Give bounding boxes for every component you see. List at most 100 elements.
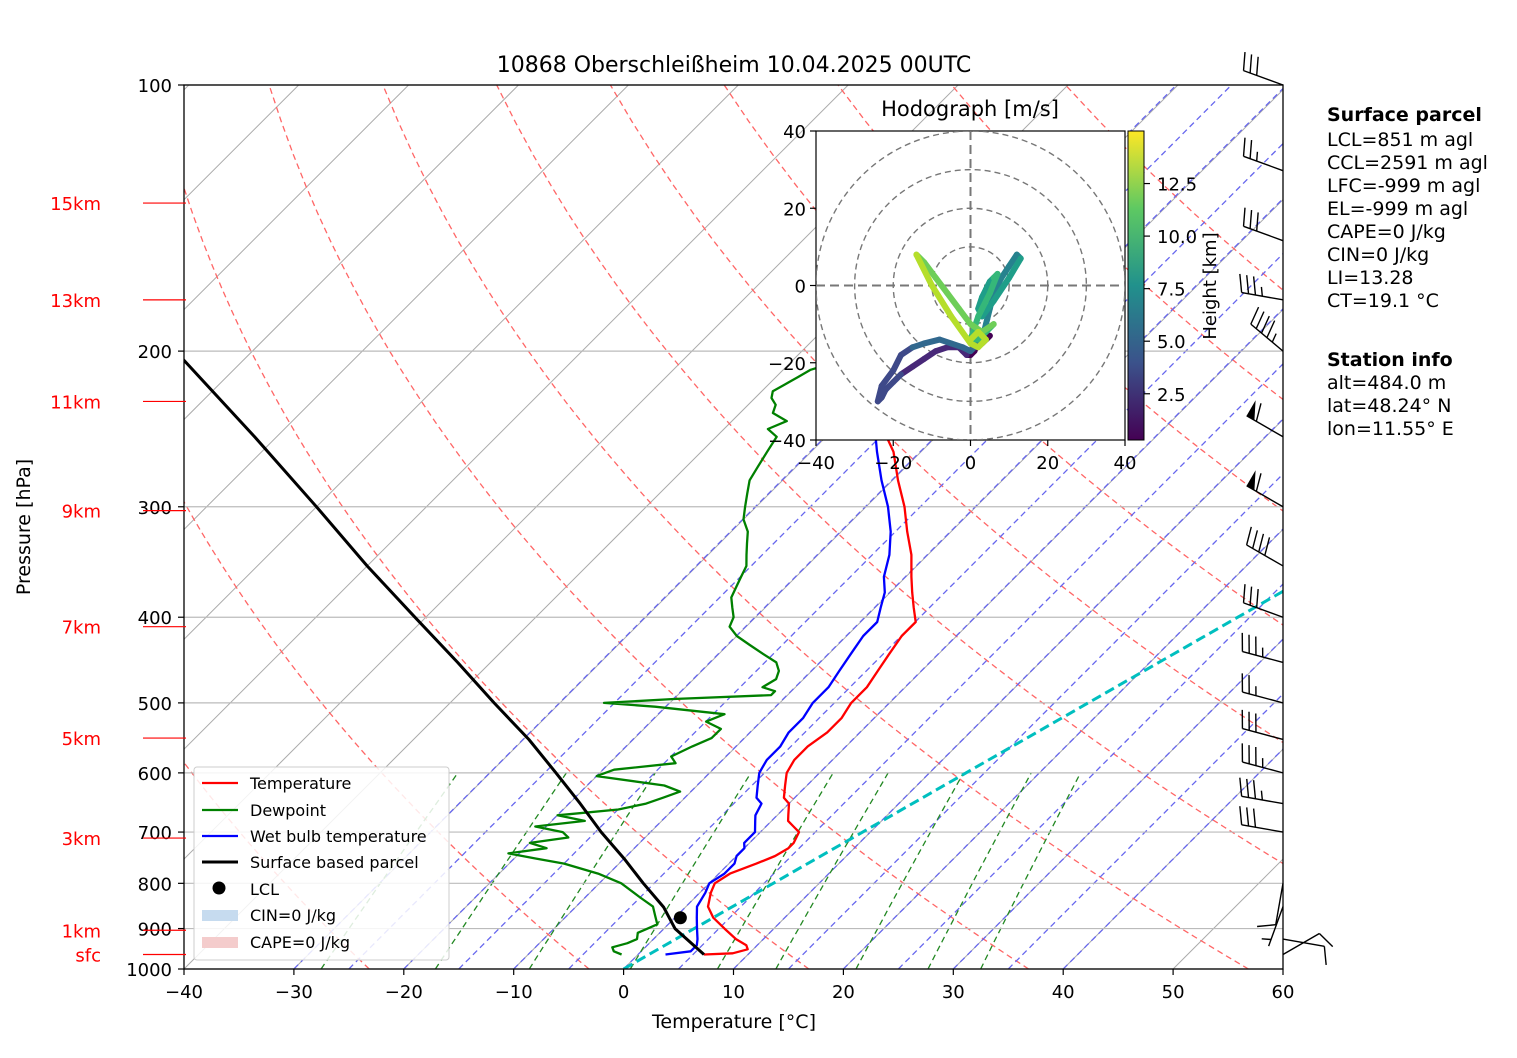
legend-swatch-cin [202,910,238,921]
wind-barb [1244,138,1283,171]
wind-barb-full [1250,54,1251,73]
wind-barb-half [1272,334,1276,343]
surface-parcel-cape: CAPE=0 J/kg [1327,221,1446,243]
wind-barb [1244,52,1283,85]
wind-barb-full [1257,925,1276,927]
height-label: sfc [75,946,101,967]
wind-barb-full [1254,809,1256,828]
wind-barb-full [1244,52,1245,71]
x-tick-label: −20 [385,982,423,1003]
legend-swatch-cape [202,937,238,948]
x-tick-label: −40 [165,982,203,1003]
wind-barb [1242,633,1283,663]
wind-barb-full [1256,403,1261,421]
legend-label-cin: CIN=0 J/kg [250,906,336,925]
height-label: 9km [62,502,101,523]
x-tick-label: 60 [1272,982,1295,1003]
legend-label-parcel: Surface based parcel [250,853,419,872]
wind-barb-full [1247,275,1249,294]
hodograph-y-label: −40 [768,431,806,452]
station-latitude: lat=48.24° N [1327,395,1451,417]
wind-barb [1247,470,1283,507]
x-tick-label: −10 [495,982,533,1003]
wind-barb-staff [1283,939,1324,946]
legend: Temperature Dewpoint Wet bulb temperatur… [194,767,449,960]
wind-barb [1247,400,1283,437]
x-tick-label: 30 [942,982,965,1003]
station-info-title: Station info [1327,349,1453,371]
colorbar [1128,131,1144,440]
wind-barb [1242,710,1283,740]
surface-parcel-lfc: LFC=-999 m agl [1327,175,1480,197]
y-tick-label: 200 [138,342,172,363]
wind-barb-full [1240,778,1242,797]
wind-barb-full [1247,779,1249,798]
wind-barb-full [1244,208,1245,227]
wind-barb-half [1261,791,1262,800]
wind-barb-full [1250,587,1251,606]
surface-parcel-ccl: CCL=2591 m agl [1327,152,1488,174]
height-label: 3km [62,829,101,850]
legend-label-cape: CAPE=0 J/kg [250,933,350,952]
height-label: 11km [50,392,101,413]
colorbar-label: Height [km] [1200,232,1221,339]
wind-barb-full [1250,210,1251,229]
height-label: 1km [62,921,101,942]
mixing-ratio-line [435,773,566,969]
hodograph-y-label: 0 [795,277,806,298]
wind-barb [1242,743,1283,773]
hodograph-y-label: 20 [783,199,806,220]
surface-parcel-title: Surface parcel [1327,104,1482,126]
colorbar-tick-label: 2.5 [1157,385,1186,406]
surface-parcel-ct: CT=19.1 °C [1327,290,1439,312]
hodograph-title: Hodograph [m/s] [881,97,1059,121]
wind-barb [1257,883,1283,926]
x-tick-label: 40 [1052,982,1075,1003]
hodograph-y-label: 40 [783,122,806,143]
y-tick-label: 300 [138,498,172,519]
mixing-ratio-line [981,773,1081,969]
wind-barb-full [1319,934,1332,947]
wind-barb-full [1254,780,1256,799]
wind-barb-full [1240,806,1242,825]
wind-barb-full [1256,312,1264,329]
legend-label-lcl: LCL [250,880,279,899]
wind-barb-half [1257,152,1258,161]
chart-title: 10868 Oberschleißheim 10.04.2025 00UTC [497,53,972,78]
wind-barb [1244,208,1283,241]
x-tick-label: 0 [618,982,629,1003]
x-tick-label: 20 [832,982,855,1003]
y-tick-label: 1000 [126,960,172,981]
y-axis-label: Pressure [hPa] [13,459,35,595]
y-tick-label: 500 [138,694,172,715]
surface-parcel-li: LI=13.28 [1327,267,1414,289]
wind-barb [1240,274,1283,300]
colorbar-tick-label: 12.5 [1157,175,1197,196]
wind-barb-full [1257,589,1258,608]
hodograph-y-label: −20 [768,354,806,375]
colorbar-tick-label: 5.0 [1157,332,1186,353]
station-altitude: alt=484.0 m [1327,372,1446,394]
height-label: 15km [50,194,101,215]
height-label: 5km [62,729,101,750]
wind-barb-full [1257,212,1258,231]
info-panel: Surface parcel LCL=851 m agl CCL=2591 m … [1327,104,1488,440]
wind-barb-half [1262,939,1271,940]
wind-barb [1242,673,1283,703]
legend-label-wetbulb: Wet bulb temperature [250,827,427,846]
colorbar-tick-label: 7.5 [1157,280,1186,301]
x-axis-label: Temperature [°C] [651,1011,816,1033]
wind-barb-full [1244,138,1245,157]
wind-barb-full [1247,807,1249,826]
surface-parcel-el: EL=-999 m agl [1327,198,1468,220]
x-tick-label: 50 [1162,982,1185,1003]
x-tick-label: 10 [722,982,745,1003]
wind-barbs [1240,52,1333,965]
mixing-ratio-line [928,773,1031,969]
hodograph-x-label: 0 [965,453,976,474]
y-tick-label: 800 [138,874,172,895]
